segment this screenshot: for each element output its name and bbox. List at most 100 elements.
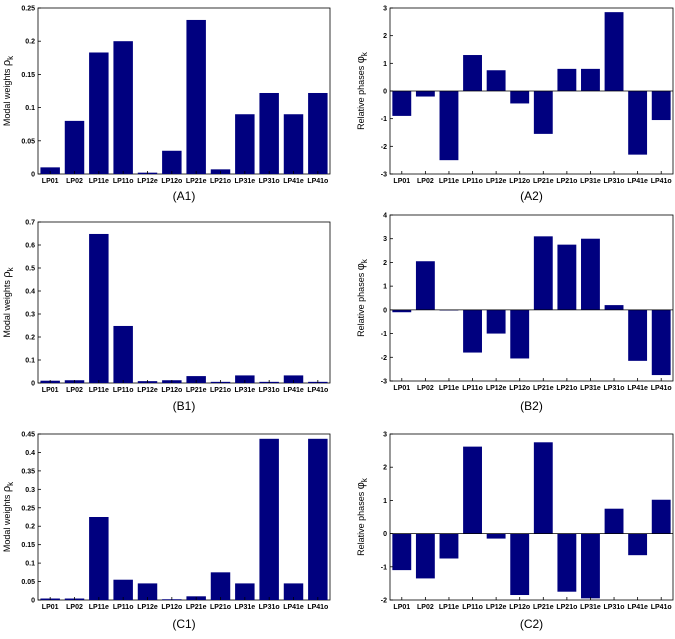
x-tick-label: LP21o	[210, 178, 231, 185]
x-tick-label: LP31o	[259, 604, 280, 611]
bar-lp11e	[439, 91, 459, 161]
y-tick-label: 0	[31, 598, 35, 605]
x-tick-label: LP21o	[556, 604, 577, 611]
y-axis-label: Relative phases φk	[355, 51, 369, 130]
x-tick-label: LP12o	[161, 178, 182, 185]
y-tick-label: 0.4	[25, 450, 35, 457]
x-tick-label: LP01	[42, 604, 59, 611]
x-tick-label: LP01	[393, 385, 410, 392]
x-tick-label: LP41o	[307, 604, 328, 611]
y-axis-label: Relative phases φk	[355, 258, 369, 337]
y-tick-label: 0.4	[25, 289, 35, 296]
bar-lp11o	[113, 41, 133, 175]
x-tick-label: LP31e	[580, 604, 601, 611]
x-tick-label: LP21o	[210, 387, 231, 394]
bar-lp31e	[235, 375, 255, 383]
y-tick-label: -2	[381, 598, 387, 605]
bar-lp11o	[113, 325, 133, 383]
bar-lp11e	[89, 517, 109, 600]
y-tick-label: -1	[381, 564, 387, 571]
bar-lp12e	[137, 583, 158, 600]
x-tick-label: LP21e	[186, 178, 207, 185]
x-tick-label: LP31o	[604, 385, 625, 392]
x-tick-label: LP02	[417, 178, 434, 185]
x-tick-label: LP11o	[113, 604, 134, 611]
bar-lp21e	[186, 19, 206, 175]
bar-lp41e	[283, 114, 304, 174]
y-tick-label: 0.45	[21, 432, 35, 439]
x-tick-label: LP21e	[186, 387, 207, 394]
bar-lp41e	[628, 309, 648, 361]
bar-lp31e	[581, 68, 600, 91]
bar-lp11e	[89, 233, 109, 383]
x-tick-label: LP41o	[307, 387, 328, 394]
y-tick-label: 1	[383, 61, 387, 68]
y-tick-label: 3	[383, 432, 387, 439]
bar-lp11e	[89, 52, 109, 174]
bar-lp02	[415, 533, 435, 579]
bar-lp01	[392, 91, 412, 116]
x-tick-label: LP12e	[486, 604, 507, 611]
bar-lp31o	[604, 305, 624, 310]
bar-lp12e	[486, 309, 506, 334]
y-tick-label: 0.2	[25, 335, 35, 342]
x-tick-label: LP11e	[89, 604, 109, 611]
bar-lp41o	[651, 91, 671, 121]
bar-lp21e	[533, 236, 553, 310]
panel-caption: (A2)	[520, 189, 543, 203]
x-tick-label: LP31o	[604, 178, 625, 185]
x-tick-label: LP11o	[462, 604, 483, 611]
bar-lp11o	[463, 309, 482, 353]
y-tick-label: 1	[383, 284, 387, 291]
x-tick-label: LP31e	[235, 387, 256, 394]
y-tick-label: 0	[383, 89, 387, 96]
x-tick-label: LP11e	[439, 604, 459, 611]
panel-b1: 0 0.1 0.2 0.3 0.4 0.5 0.6 0.7 LP01 LP02 LP11e LP11o…	[1, 220, 331, 413]
x-tick-label: LP11o	[462, 178, 483, 185]
bar-lp01	[40, 167, 60, 174]
y-tick-label: 0.05	[21, 138, 35, 145]
x-tick-label: LP41e	[627, 178, 648, 185]
x-tick-label: LP01	[393, 604, 410, 611]
y-tick-label: 0.3	[25, 312, 35, 319]
bar-lp41e	[628, 533, 648, 556]
x-tick-label: LP12e	[486, 385, 507, 392]
x-tick-label: LP31o	[259, 178, 280, 185]
x-tick-label: LP12o	[509, 604, 530, 611]
y-tick-label: -3	[381, 172, 387, 179]
x-tick-label: LP12e	[137, 178, 158, 185]
x-tick-label: LP01	[42, 178, 59, 185]
y-tick-label: 2	[383, 260, 387, 267]
x-tick-label: LP41o	[307, 178, 328, 185]
x-tick-label: LP02	[417, 604, 434, 611]
x-tick-label: LP01	[42, 387, 59, 394]
plot-frame	[389, 433, 674, 601]
bar-lp41e	[283, 583, 304, 600]
y-tick-label: -3	[381, 379, 387, 386]
y-tick-label: 0.5	[25, 266, 35, 273]
panel-caption: (A1)	[173, 189, 196, 203]
y-axis-label: Modal weights ρk	[1, 266, 15, 337]
bar-lp21e	[186, 376, 206, 383]
bar-lp12o	[162, 150, 182, 174]
bar-lp31o	[259, 92, 279, 174]
x-tick-label: LP41e	[283, 178, 304, 185]
y-tick-label: 0.1	[25, 561, 35, 568]
bar-lp11o	[113, 579, 133, 600]
bar-lp02	[64, 120, 85, 174]
x-tick-label: LP21o	[210, 604, 231, 611]
y-tick-label: 0.1	[25, 105, 35, 112]
y-tick-label: 0.2	[25, 39, 35, 46]
x-tick-label: LP31e	[235, 604, 256, 611]
bar-lp12o	[510, 533, 530, 596]
x-tick-label: LP31e	[580, 178, 601, 185]
bar-lp11o	[463, 446, 482, 534]
y-tick-label: -2	[381, 355, 387, 362]
x-tick-label: LP12e	[137, 604, 158, 611]
bar-lp31e	[235, 114, 255, 174]
x-tick-label: LP11o	[462, 385, 483, 392]
x-tick-label: LP21e	[533, 178, 554, 185]
y-tick-label: 0.1	[25, 358, 35, 365]
